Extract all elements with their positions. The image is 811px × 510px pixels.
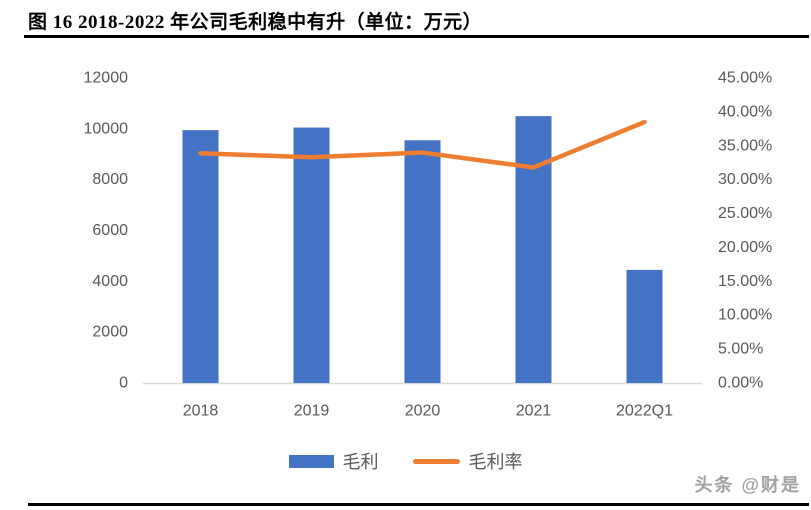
svg-text:40.00%: 40.00% [718,103,772,120]
bar-line-chart: 0 2000 4000 6000 8000 10000 12000 0.00% 5.00% 10.… [84,70,773,420]
svg-text:10000: 10000 [84,120,129,137]
chart-legend: 毛利 毛利率 [0,448,811,474]
bar-series-swatch-icon [288,454,334,468]
legend-item-gross-margin: 毛利率 [412,448,523,474]
svg-text:15.00%: 15.00% [718,273,772,290]
legend-item-gross-profit: 毛利 [288,448,379,474]
svg-text:12000: 12000 [84,70,129,87]
svg-text:2020: 2020 [405,403,441,420]
svg-text:8000: 8000 [92,171,128,188]
svg-text:25.00%: 25.00% [718,205,772,222]
svg-text:2021: 2021 [516,403,552,420]
svg-text:0: 0 [119,375,128,392]
svg-text:30.00%: 30.00% [718,171,772,188]
svg-text:2022Q1: 2022Q1 [616,403,673,420]
legend-label-gross-margin: 毛利率 [468,452,523,472]
legend-label-gross-profit: 毛利 [342,452,379,472]
svg-text:6000: 6000 [92,222,128,239]
svg-text:4000: 4000 [92,273,128,290]
svg-text:45.00%: 45.00% [718,70,772,87]
svg-text:2000: 2000 [92,324,128,341]
title-underline [24,35,809,38]
svg-text:0.00%: 0.00% [718,375,763,392]
figure-title: 图 16 2018-2022 年公司毛利稳中有升（单位：万元） [28,12,483,33]
svg-text:20.00%: 20.00% [718,239,772,256]
svg-text:35.00%: 35.00% [718,137,772,154]
line-series-swatch-icon [412,458,460,464]
bottom-rule [28,503,809,506]
svg-text:5.00%: 5.00% [718,341,763,358]
svg-text:2018: 2018 [183,403,219,420]
svg-text:2019: 2019 [294,403,330,420]
watermark: 头条 @财是 [694,475,801,495]
svg-text:10.00%: 10.00% [718,307,772,324]
